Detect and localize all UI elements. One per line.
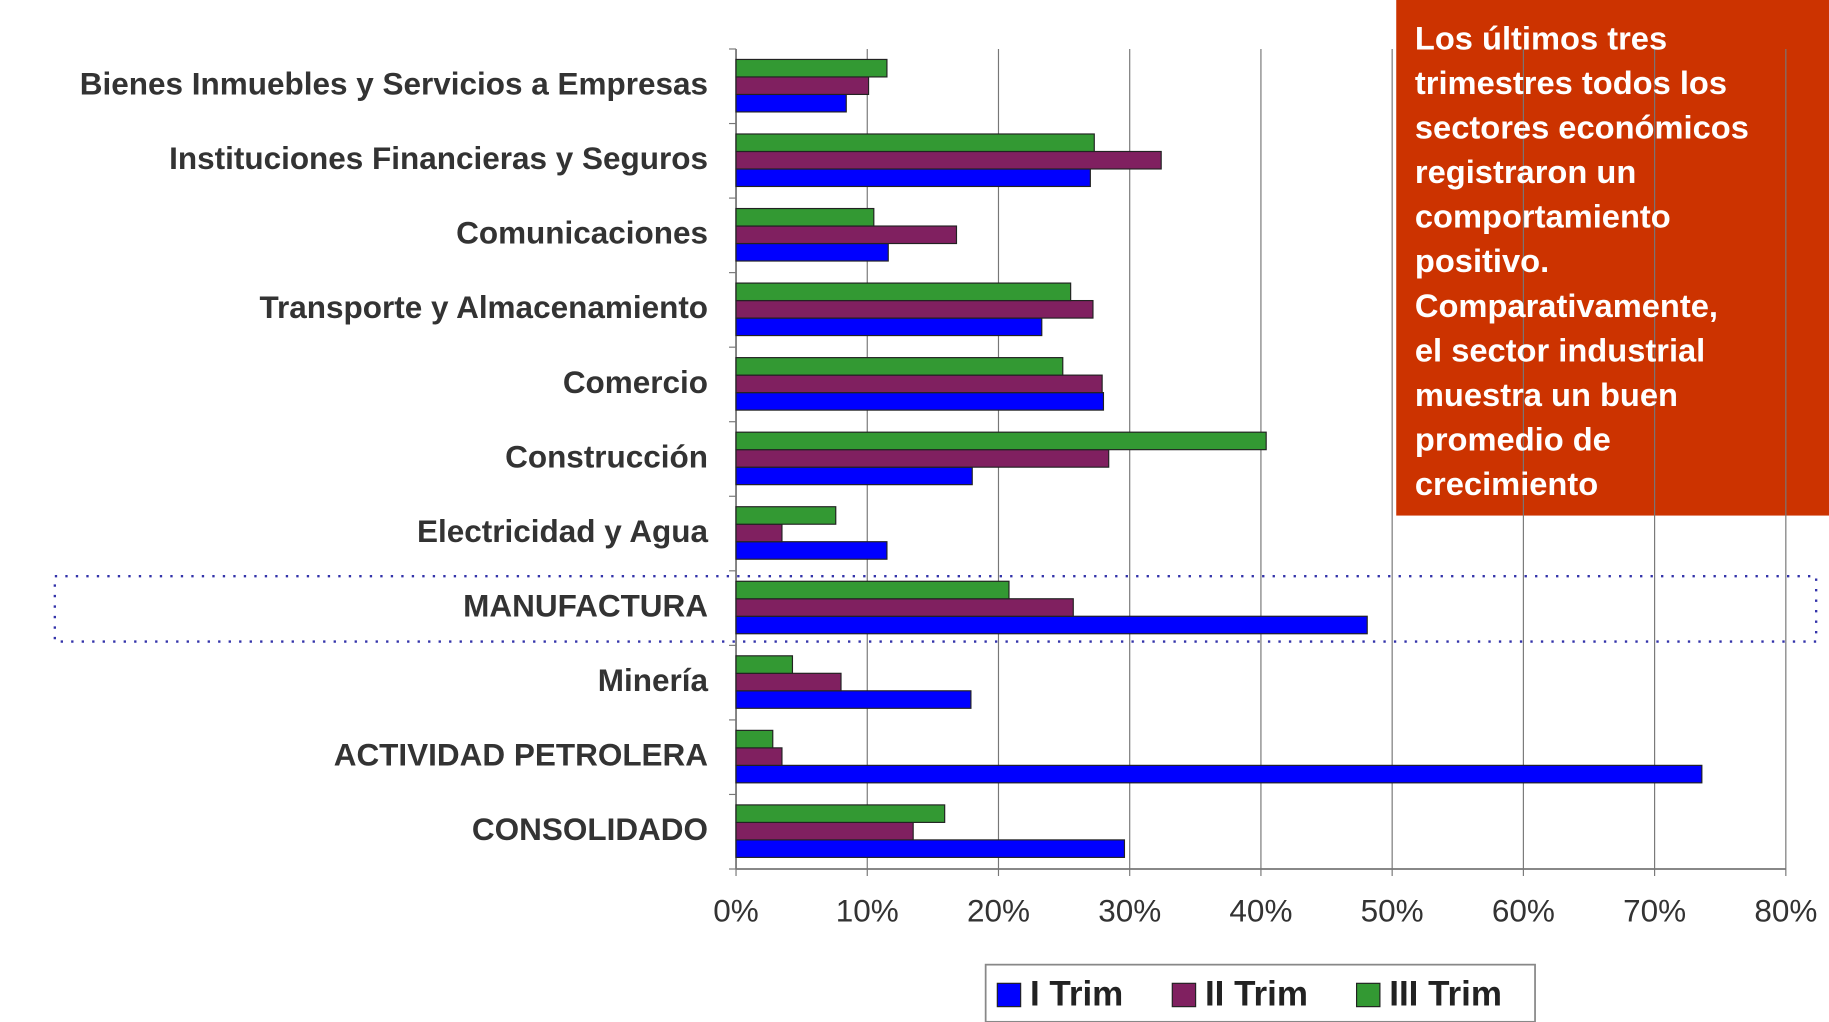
annotation-line: promedio de: [1415, 420, 1611, 457]
bar: [735, 598, 1074, 617]
bar: [735, 466, 973, 486]
y-tick-label: ACTIVIDAD PETROLERA: [334, 736, 708, 772]
annotation-box: [1396, 0, 1829, 516]
y-tick-label: CONSOLIDADO: [472, 811, 708, 847]
legend-label: I Trim: [1030, 974, 1123, 1013]
annotation-line: sectores económicos: [1415, 109, 1749, 146]
y-tick-label: Electricidad y Agua: [417, 513, 709, 549]
bar: [735, 392, 1105, 411]
bar: [735, 133, 1095, 153]
y-tick-label: Construcción: [505, 438, 708, 474]
bar: [735, 317, 1043, 337]
x-tick-label: 30%: [1098, 893, 1161, 929]
bar: [735, 541, 888, 560]
bar: [735, 357, 1064, 376]
annotation-line: el sector industrial: [1415, 331, 1705, 368]
bar: [735, 76, 870, 96]
bar: [735, 374, 1103, 394]
annotation-line: muestra un buen: [1415, 376, 1678, 413]
x-tick-label: 70%: [1623, 893, 1686, 929]
x-tick-label: 20%: [967, 893, 1030, 929]
bar: [735, 242, 889, 262]
y-tick-label: Bienes Inmuebles y Servicios a Empresas: [80, 66, 708, 102]
x-tick-label: 50%: [1361, 893, 1424, 929]
bar: [735, 58, 888, 78]
annotation-line: positivo.: [1415, 242, 1549, 279]
bar: [735, 615, 1368, 635]
legend-label: II Trim: [1205, 974, 1308, 1013]
annotation-line: comportamiento: [1415, 198, 1671, 235]
bar: [735, 93, 847, 113]
y-tick-label: Minería: [598, 662, 709, 698]
annotation-line: registraron un: [1415, 153, 1636, 190]
bar: [735, 299, 1094, 319]
bar: [735, 747, 783, 766]
y-tick-label: Comunicaciones: [456, 215, 708, 251]
bar: [735, 690, 972, 709]
y-tick-label: Comercio: [563, 364, 708, 400]
legend-swatch: [1171, 982, 1197, 1008]
bar: [735, 506, 837, 525]
annotation-line: crecimiento: [1415, 465, 1598, 502]
bar: [735, 804, 946, 823]
annotation-line: Comparativamente,: [1415, 287, 1718, 324]
legend-label: III Trim: [1389, 974, 1502, 1013]
bar: [735, 655, 794, 674]
annotation-line: trimestres todos los: [1415, 64, 1727, 101]
bar: [735, 225, 958, 245]
legend-swatch: [1355, 982, 1381, 1008]
bar: [735, 168, 1091, 188]
y-tick-label: MANUFACTURA: [463, 587, 708, 623]
x-tick-label: 40%: [1229, 893, 1292, 929]
y-tick-label: Transporte y Almacenamiento: [260, 289, 709, 325]
bar: [735, 839, 1126, 858]
legend-box: [984, 963, 1536, 1022]
bar: [735, 764, 1703, 784]
y-tick-label: Instituciones Financieras y Seguros: [169, 140, 708, 176]
x-tick-label: 60%: [1492, 893, 1555, 929]
x-tick-label: 10%: [836, 893, 899, 929]
bar: [735, 729, 774, 749]
bar: [735, 523, 783, 543]
x-tick-label: 0%: [713, 893, 759, 929]
annotation-line: Los últimos tres: [1415, 19, 1667, 56]
x-tick-label: 80%: [1754, 893, 1817, 929]
bar: [735, 580, 1010, 600]
bar: [735, 821, 914, 841]
legend-swatch: [996, 982, 1022, 1008]
bar: [735, 150, 1162, 170]
bar: [735, 672, 842, 692]
bar: [735, 431, 1267, 451]
bar: [735, 282, 1072, 302]
bar: [735, 449, 1110, 468]
bar: [735, 207, 875, 227]
